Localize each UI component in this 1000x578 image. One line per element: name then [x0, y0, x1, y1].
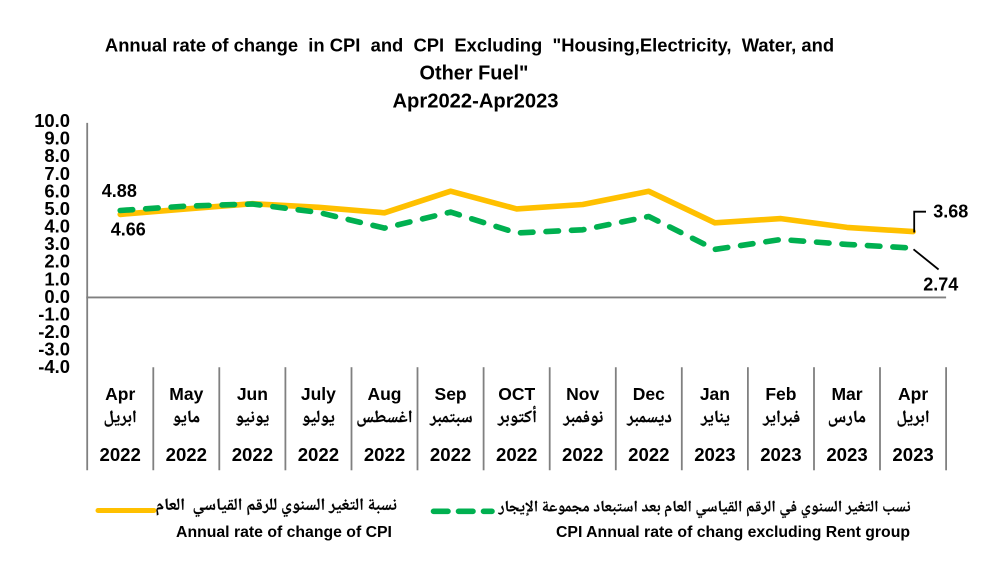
svg-text:2022: 2022	[496, 444, 537, 465]
svg-text:7.0: 7.0	[44, 163, 70, 184]
svg-text:Other Fuel": Other Fuel"	[420, 63, 529, 85]
svg-text:Jun: Jun	[237, 384, 268, 404]
svg-text:Nov: Nov	[566, 384, 599, 404]
svg-text:2023: 2023	[892, 444, 933, 465]
svg-text:OCT: OCT	[498, 384, 535, 404]
svg-text:Aug: Aug	[367, 384, 401, 404]
svg-text:10.0: 10.0	[34, 110, 70, 131]
svg-text:2.74: 2.74	[923, 275, 958, 295]
svg-text:9.0: 9.0	[44, 128, 70, 149]
svg-text:-4.0: -4.0	[38, 356, 70, 377]
svg-text:1.0: 1.0	[44, 268, 70, 289]
svg-text:2022: 2022	[430, 444, 471, 465]
svg-text:2022: 2022	[298, 444, 339, 465]
svg-text:July: July	[301, 384, 336, 404]
svg-text:3.68: 3.68	[933, 202, 968, 222]
svg-text:4.66: 4.66	[111, 220, 146, 240]
svg-text:2022: 2022	[628, 444, 669, 465]
svg-text:Dec: Dec	[633, 384, 665, 404]
svg-text:0.0: 0.0	[44, 286, 70, 307]
svg-text:2.0: 2.0	[44, 251, 70, 272]
svg-text:Feb: Feb	[765, 384, 796, 404]
svg-text:8.0: 8.0	[44, 145, 70, 166]
svg-text:CPI Annual rate of chang exclu: CPI Annual rate of chang excluding Rent …	[556, 524, 910, 541]
svg-text:Jan: Jan	[700, 384, 730, 404]
svg-text:2022: 2022	[100, 444, 141, 465]
svg-text:2023: 2023	[760, 444, 801, 465]
svg-text:3.0: 3.0	[44, 233, 70, 254]
svg-text:May: May	[169, 384, 203, 404]
svg-text:2022: 2022	[232, 444, 273, 465]
svg-text:-1.0: -1.0	[38, 303, 70, 324]
svg-text:Apr2022-Apr2023: Apr2022-Apr2023	[392, 90, 558, 112]
svg-text:2022: 2022	[166, 444, 207, 465]
svg-text:Apr: Apr	[105, 384, 135, 404]
svg-text:Sep: Sep	[435, 384, 467, 404]
svg-text:2022: 2022	[364, 444, 405, 465]
svg-text:2022: 2022	[562, 444, 603, 465]
svg-text:Mar: Mar	[831, 384, 862, 404]
svg-text:2023: 2023	[694, 444, 735, 465]
svg-text:Apr: Apr	[898, 384, 928, 404]
svg-text:Annual rate of change of CPI: Annual rate of change of CPI	[176, 524, 392, 541]
svg-text:5.0: 5.0	[44, 198, 70, 219]
svg-text:2023: 2023	[826, 444, 867, 465]
svg-text:Annual rate of change in CPI: Annual rate of change in CPI and CPI Exc…	[105, 35, 834, 56]
svg-text:-3.0: -3.0	[38, 339, 70, 360]
svg-text:6.0: 6.0	[44, 180, 70, 201]
svg-text:-2.0: -2.0	[38, 321, 70, 342]
svg-text:4.88: 4.88	[102, 181, 137, 201]
svg-text:4.0: 4.0	[44, 216, 70, 237]
